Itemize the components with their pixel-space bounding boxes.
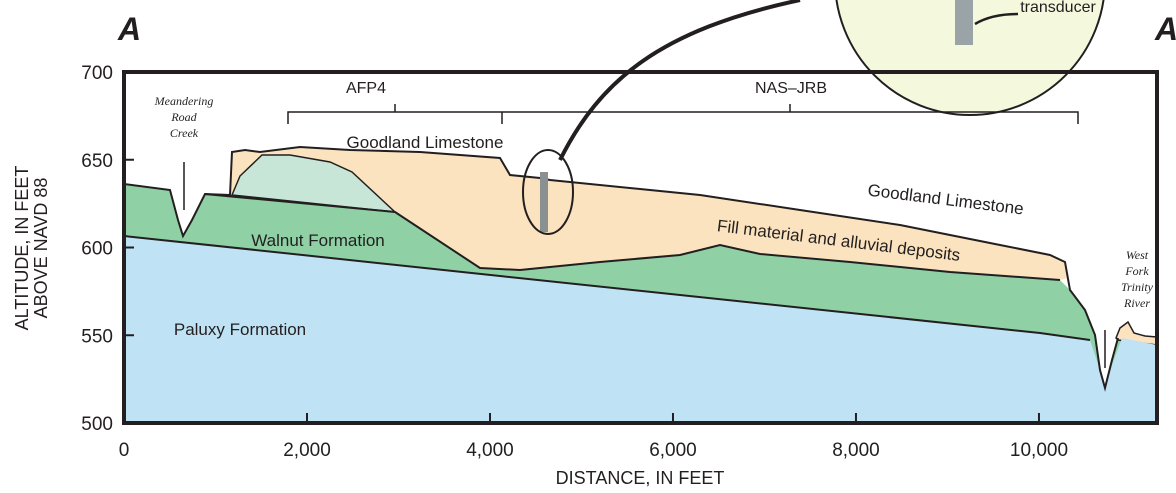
x-tick-label: 0: [119, 440, 130, 461]
x-tick-label: 8,000: [832, 440, 880, 461]
y-tick-label: 500: [81, 414, 113, 435]
y-tick-label: 550: [81, 326, 113, 347]
x-tick-label: 10,000: [1010, 440, 1068, 461]
x-tick-label: 2,000: [283, 440, 331, 461]
unit-label: Paluxy Formation: [174, 320, 306, 339]
y-axis-title: ABOVE NAVD 88: [31, 178, 51, 319]
unit-label: Goodland Limestone: [347, 133, 504, 152]
figure: transducer A A AFP4 NAS–JRB Goodland Lim…: [0, 0, 1176, 493]
y-tick-label: 600: [81, 239, 113, 260]
bracket-label: NAS–JRB: [755, 80, 827, 97]
stream-label: Creek: [170, 126, 199, 140]
cross-section: [124, 147, 1157, 423]
y-axis-title: ALTITUDE, IN FEET: [12, 166, 32, 331]
stream-label: River: [1123, 296, 1150, 310]
bracket-label: AFP4: [346, 80, 386, 97]
unit-label: Goodland Limestone: [867, 181, 1025, 219]
well: [540, 172, 548, 232]
x-tick-label: 6,000: [649, 440, 697, 461]
unit-label: Walnut Formation: [251, 231, 385, 250]
x-axis-title: DISTANCE, IN FEET: [556, 468, 725, 488]
section-label: A: [117, 11, 141, 47]
stream-label: Road: [170, 110, 197, 124]
y-tick-label: 650: [81, 151, 113, 172]
x-tick-label: 4,000: [466, 440, 514, 461]
stream-label: Trinity: [1121, 280, 1154, 294]
inset-label: transducer: [1020, 0, 1096, 16]
inset-transducer: [955, 0, 973, 45]
stream-label: Fork: [1124, 264, 1149, 278]
stream-label: West: [1126, 248, 1149, 262]
stream-label: Meandering: [154, 94, 214, 108]
y-tick-label: 700: [81, 63, 113, 84]
section-label: A: [1154, 11, 1176, 47]
